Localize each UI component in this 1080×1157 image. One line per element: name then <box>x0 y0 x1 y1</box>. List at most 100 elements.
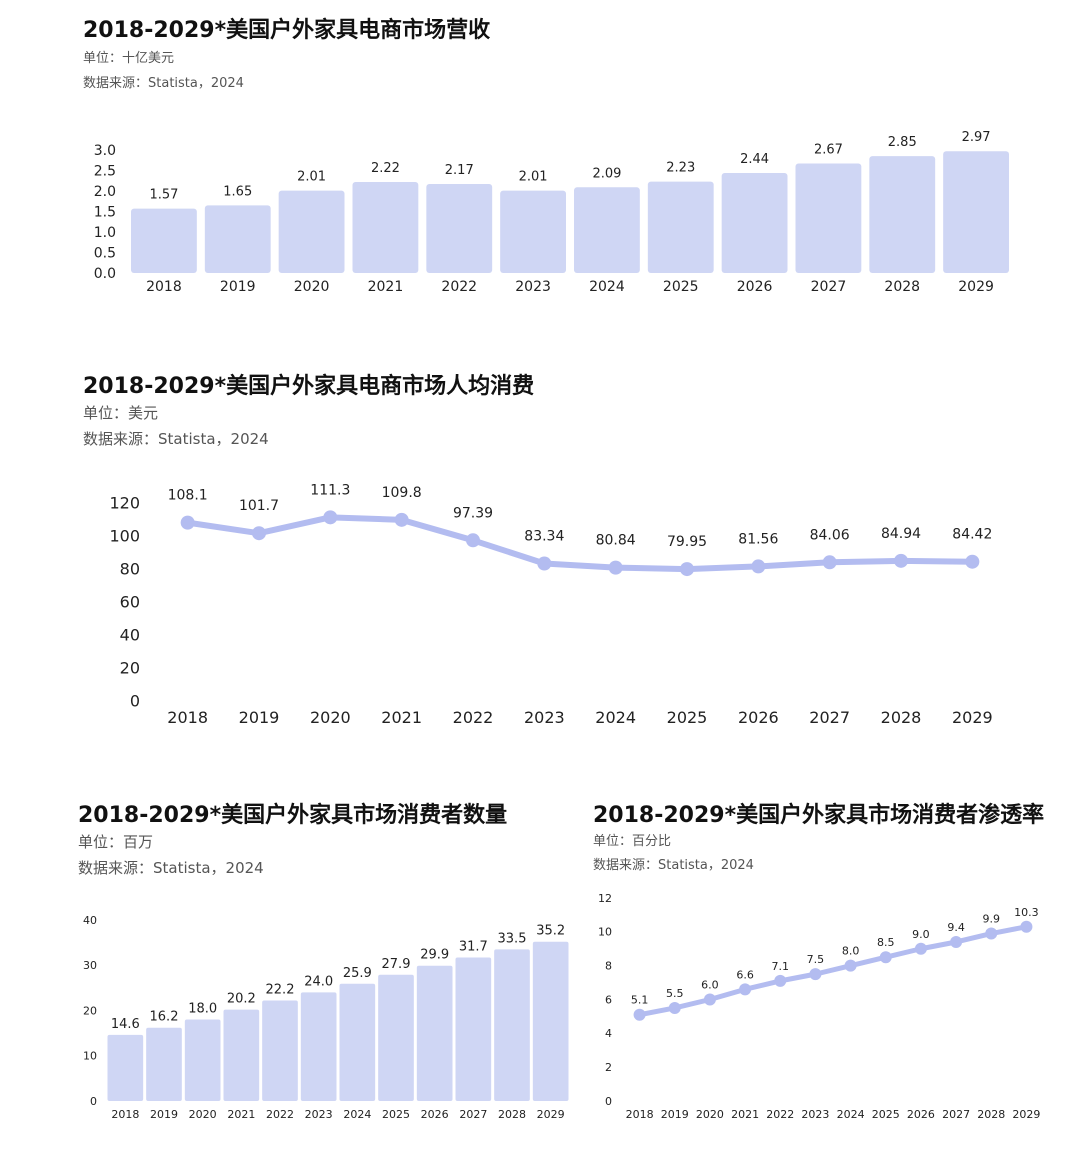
data-label: 8.0 <box>842 945 860 958</box>
x-tick-label: 2029 <box>952 708 993 727</box>
bar <box>352 181 419 273</box>
data-point <box>985 927 998 940</box>
x-tick-label: 2027 <box>942 1108 970 1121</box>
data-label: 7.5 <box>807 953 825 966</box>
data-label: 84.42 <box>952 527 992 543</box>
data-label: 18.0 <box>188 1002 217 1017</box>
bar <box>416 965 453 1101</box>
data-label: 6.0 <box>701 979 719 992</box>
bar <box>943 151 1009 273</box>
data-point <box>822 555 837 570</box>
data-label: 2.01 <box>519 170 548 185</box>
bar <box>184 1019 221 1101</box>
y-tick-label: 6 <box>605 993 612 1006</box>
y-tick-label: 60 <box>120 593 140 612</box>
data-point <box>466 533 480 548</box>
series-line <box>637 924 1029 1018</box>
data-label: 2.44 <box>740 152 769 167</box>
bar <box>500 190 566 273</box>
data-point <box>668 1001 681 1014</box>
data-point <box>774 974 787 987</box>
x-tick-label: 2026 <box>907 1108 935 1121</box>
y-tick-label: 20 <box>120 659 140 678</box>
data-label: 97.39 <box>453 505 493 521</box>
x-tick-label: 2027 <box>809 708 850 727</box>
x-tick-label: 2028 <box>884 279 920 295</box>
data-label: 9.9 <box>983 913 1001 926</box>
bar <box>494 949 530 1101</box>
y-tick-label: 10 <box>598 926 612 939</box>
data-point <box>537 556 552 571</box>
data-point <box>608 560 623 575</box>
consumers-chart-title: 2018-2029*美国户外家具市场消费者数量 <box>78 803 508 828</box>
y-tick-label: 40 <box>83 914 97 927</box>
x-tick-label: 2021 <box>381 708 422 727</box>
consumers-source: 数据来源：Statista，2024 <box>78 859 264 877</box>
data-label: 80.84 <box>596 533 636 549</box>
per-capita-chart-title: 2018-2029*美国户外家具电商市场人均消费 <box>83 374 535 399</box>
revenue-bar-chart: 0.0 0.5 1.0 1.5 2.0 2.5 3.0 2018 2019 2020 2021 202… <box>94 130 1009 295</box>
bar <box>146 1027 182 1101</box>
x-tick-label: 2021 <box>731 1108 759 1121</box>
y-tick-label: 1.5 <box>94 204 116 220</box>
x-tick-label: 2028 <box>498 1108 526 1121</box>
y-tick-label: 12 <box>598 892 612 905</box>
x-tick-label: 2020 <box>310 708 351 727</box>
bar <box>455 957 492 1101</box>
y-tick-label: 3.0 <box>94 143 116 159</box>
data-label: 2.97 <box>962 130 991 145</box>
data-point <box>914 942 927 955</box>
data-label: 25.9 <box>343 966 372 981</box>
data-label: 5.5 <box>666 987 684 1000</box>
revenue-chart-title: 2018-2029*美国户外家具电商市场营收 <box>83 18 491 43</box>
y-tick-label: 0 <box>130 692 140 711</box>
data-point <box>894 553 908 568</box>
x-tick-label: 2027 <box>459 1108 487 1121</box>
x-tick-label: 2019 <box>661 1108 689 1121</box>
data-point <box>180 515 195 530</box>
data-label: 101.7 <box>239 498 279 514</box>
data-point <box>809 968 822 981</box>
data-label: 35.2 <box>536 924 565 939</box>
y-tick-label: 4 <box>605 1027 612 1040</box>
x-tick-label: 2019 <box>239 708 280 727</box>
data-label: 109.8 <box>382 485 422 501</box>
data-label: 81.56 <box>738 531 778 547</box>
x-tick-label: 2025 <box>667 708 708 727</box>
bar <box>795 163 862 273</box>
data-label: 1.65 <box>223 184 252 199</box>
y-tick-label: 2 <box>605 1061 612 1074</box>
data-point <box>633 1008 646 1021</box>
penetration-chart-title: 2018-2029*美国户外家具市场消费者渗透率 <box>593 803 1045 828</box>
y-tick-label: 2.0 <box>94 184 116 200</box>
x-tick-label: 2025 <box>663 279 699 295</box>
data-label: 2.23 <box>666 161 695 176</box>
y-tick-label: 0.5 <box>94 245 116 261</box>
x-tick-label: 2022 <box>441 279 477 295</box>
x-tick-label: 2029 <box>1012 1108 1040 1121</box>
bar <box>339 983 376 1101</box>
data-label: 31.7 <box>459 940 488 955</box>
data-label: 10.3 <box>1014 906 1039 919</box>
y-tick-label: 40 <box>120 626 140 645</box>
y-tick-label: 0.0 <box>94 266 116 282</box>
x-tick-label: 2023 <box>305 1108 333 1121</box>
data-label: 111.3 <box>310 482 350 498</box>
data-label: 108.1 <box>168 488 208 504</box>
x-tick-label: 2018 <box>167 708 208 727</box>
x-tick-label: 2020 <box>189 1108 217 1121</box>
y-tick-label: 120 <box>109 494 140 513</box>
x-tick-label: 2026 <box>738 708 779 727</box>
bar <box>869 156 936 273</box>
data-point <box>751 559 766 574</box>
consumers-unit: 单位：百万 <box>78 833 154 851</box>
y-tick-label: 10 <box>83 1050 97 1063</box>
data-label: 8.5 <box>877 936 895 949</box>
bar <box>378 974 414 1101</box>
penetration-unit: 单位：百分比 <box>593 834 672 849</box>
bar <box>204 205 271 273</box>
data-label: 29.9 <box>420 948 449 963</box>
x-tick-label: 2020 <box>696 1108 724 1121</box>
